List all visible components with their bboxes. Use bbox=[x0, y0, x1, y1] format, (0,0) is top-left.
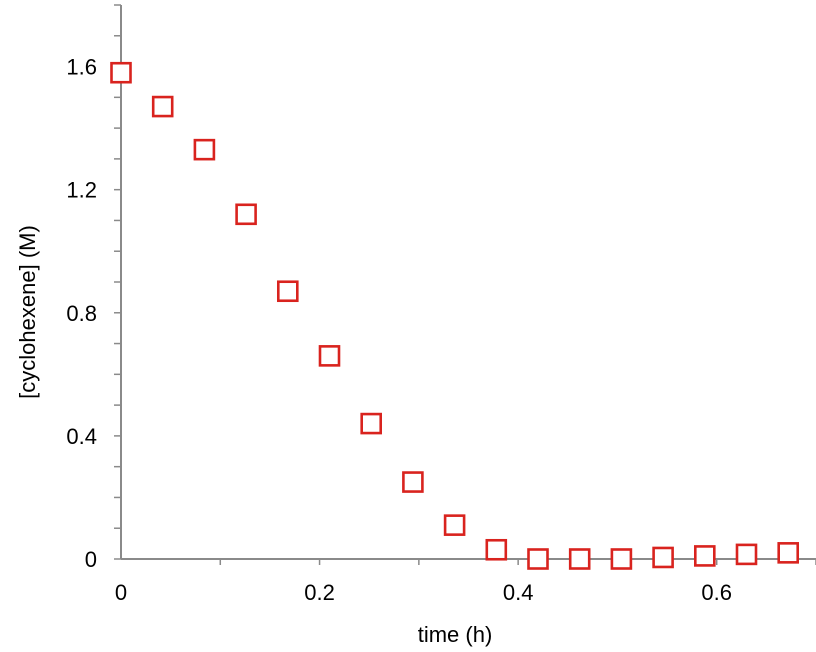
x-axis-title: time (h) bbox=[418, 622, 493, 647]
data-point bbox=[193, 138, 216, 161]
data-point bbox=[276, 280, 299, 303]
y-tick-label: 1.2 bbox=[66, 178, 97, 203]
data-point bbox=[652, 546, 674, 569]
data-point bbox=[485, 538, 508, 561]
y-axis bbox=[114, 4, 122, 560]
data-point bbox=[777, 542, 800, 564]
data-markers bbox=[110, 61, 800, 570]
data-point bbox=[318, 345, 341, 367]
data-point bbox=[235, 203, 257, 226]
data-point bbox=[360, 412, 383, 435]
data-point bbox=[110, 61, 132, 84]
x-tick-label: 0.4 bbox=[503, 580, 534, 605]
y-tick-label: 0.4 bbox=[66, 424, 97, 449]
data-point bbox=[527, 548, 549, 570]
data-point bbox=[402, 471, 424, 493]
y-tick-label: 0 bbox=[85, 547, 97, 572]
data-point bbox=[151, 95, 174, 118]
data-point bbox=[735, 543, 758, 566]
x-tick-labels: 0 0.2 0.4 0.6 bbox=[115, 580, 732, 605]
x-tick-label: 0 bbox=[115, 580, 127, 605]
data-point bbox=[693, 545, 716, 567]
data-point bbox=[443, 514, 466, 536]
x-tick-label: 0.6 bbox=[701, 580, 732, 605]
y-axis-title: [cyclohexene] (M) bbox=[15, 225, 40, 399]
data-point bbox=[610, 548, 633, 570]
y-tick-label: 0.8 bbox=[66, 301, 97, 326]
y-tick-labels: 0 0.4 0.8 1.2 1.6 bbox=[66, 55, 97, 572]
y-tick-label: 1.6 bbox=[66, 55, 97, 80]
data-point bbox=[568, 548, 591, 570]
x-tick-label: 0.2 bbox=[304, 580, 335, 605]
